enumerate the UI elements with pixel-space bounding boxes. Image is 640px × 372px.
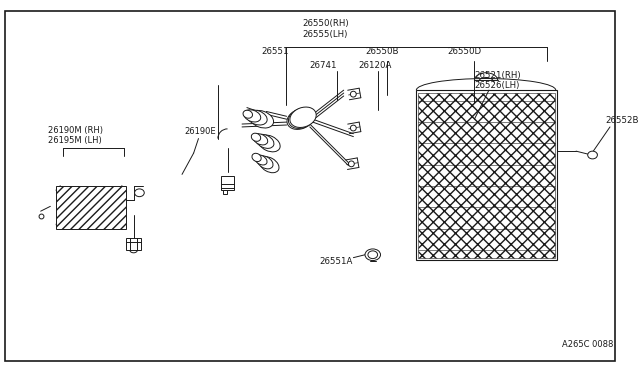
Ellipse shape	[351, 125, 356, 131]
Ellipse shape	[588, 151, 597, 159]
Text: 26552B: 26552B	[605, 116, 639, 125]
Text: 26551A: 26551A	[319, 257, 353, 266]
Bar	[221, 176, 234, 190]
Ellipse shape	[244, 110, 260, 122]
Text: 26551: 26551	[261, 47, 289, 56]
Text: 26550(RH)
26555(LH): 26550(RH) 26555(LH)	[302, 19, 349, 39]
Text: 26190E: 26190E	[184, 127, 216, 136]
Ellipse shape	[257, 156, 273, 169]
Text: 26550D: 26550D	[447, 47, 481, 56]
Text: 26190M (RH)
26195M (LH): 26190M (RH) 26195M (LH)	[49, 126, 104, 145]
Bar	[417, 90, 557, 260]
Bar	[126, 238, 141, 250]
Bar	[223, 190, 227, 194]
Ellipse shape	[252, 133, 260, 141]
Ellipse shape	[243, 110, 253, 118]
Ellipse shape	[365, 249, 381, 260]
Ellipse shape	[252, 153, 261, 161]
Ellipse shape	[249, 110, 273, 128]
Ellipse shape	[290, 107, 316, 128]
Text: 26120A: 26120A	[358, 61, 392, 70]
Ellipse shape	[287, 109, 314, 129]
Ellipse shape	[246, 110, 267, 125]
Ellipse shape	[255, 155, 267, 165]
Ellipse shape	[351, 91, 356, 97]
Ellipse shape	[258, 135, 280, 152]
Ellipse shape	[259, 157, 279, 173]
Ellipse shape	[368, 251, 378, 259]
Ellipse shape	[348, 161, 355, 167]
Text: 26521(RH)
26526(LH): 26521(RH) 26526(LH)	[474, 71, 521, 90]
Bar	[56, 186, 126, 229]
Ellipse shape	[289, 108, 315, 128]
Text: 26741: 26741	[310, 61, 337, 70]
Bar	[419, 93, 555, 258]
Text: 26550B: 26550B	[365, 47, 399, 56]
Ellipse shape	[255, 134, 274, 148]
Ellipse shape	[134, 189, 144, 197]
Text: A265C 0088: A265C 0088	[561, 340, 613, 349]
Ellipse shape	[253, 134, 268, 145]
